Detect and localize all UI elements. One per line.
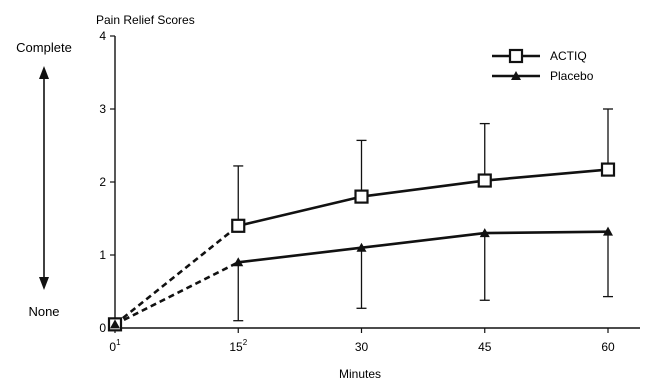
x-tick-label: 45 <box>478 340 492 354</box>
y-axis-ticks: 0 1 2 3 4 <box>99 29 115 335</box>
x-tick-footnote: 2 <box>243 338 248 347</box>
y-tick-label: 1 <box>99 248 106 262</box>
x-tick-label: 152 <box>229 338 247 354</box>
series-line-segment <box>484 230 609 235</box>
data-point <box>233 257 244 267</box>
legend-marker <box>508 48 524 64</box>
x-tick-label: 01 <box>109 338 121 354</box>
data-point <box>479 228 490 238</box>
series-line-segment <box>361 179 485 198</box>
series-line-segment <box>114 261 239 326</box>
series-line-segment <box>484 168 609 182</box>
arrow-head-down <box>39 277 49 290</box>
legend-label: Placebo <box>550 69 594 83</box>
data-point <box>231 218 246 233</box>
data-point <box>600 162 616 177</box>
series-lines <box>114 168 609 326</box>
series-line-segment <box>237 195 362 228</box>
data-point <box>354 189 369 204</box>
series-line-segment <box>361 231 485 249</box>
x-axis-label: Minutes <box>339 367 381 381</box>
data-point <box>603 226 613 236</box>
series-line-segment <box>114 224 240 326</box>
series-line-segment <box>238 246 362 264</box>
y-tick-label: 3 <box>99 102 106 116</box>
scale-top-label: Complete <box>16 40 72 55</box>
series-markers <box>107 162 616 332</box>
scale-double-arrow <box>39 66 49 290</box>
x-axis-ticks: 01 152 30 45 60 <box>109 328 615 354</box>
data-point <box>356 242 367 252</box>
scale-bottom-label: None <box>28 304 59 319</box>
y-tick-label: 0 <box>99 321 106 335</box>
x-tick-label: 60 <box>601 340 615 354</box>
chart-title: Pain Relief Scores <box>96 13 195 27</box>
data-point <box>110 319 120 329</box>
legend-label: ACTIQ <box>550 49 587 63</box>
data-point <box>477 173 492 188</box>
arrow-head-up <box>39 66 49 79</box>
legend-marker <box>511 71 521 80</box>
y-tick-label: 4 <box>99 29 106 43</box>
x-tick-label: 30 <box>355 340 369 354</box>
x-tick-footnote: 1 <box>116 338 121 347</box>
error-bars <box>233 108 613 322</box>
y-tick-label: 2 <box>99 175 106 189</box>
legend: ACTIQ Placebo <box>492 48 594 83</box>
